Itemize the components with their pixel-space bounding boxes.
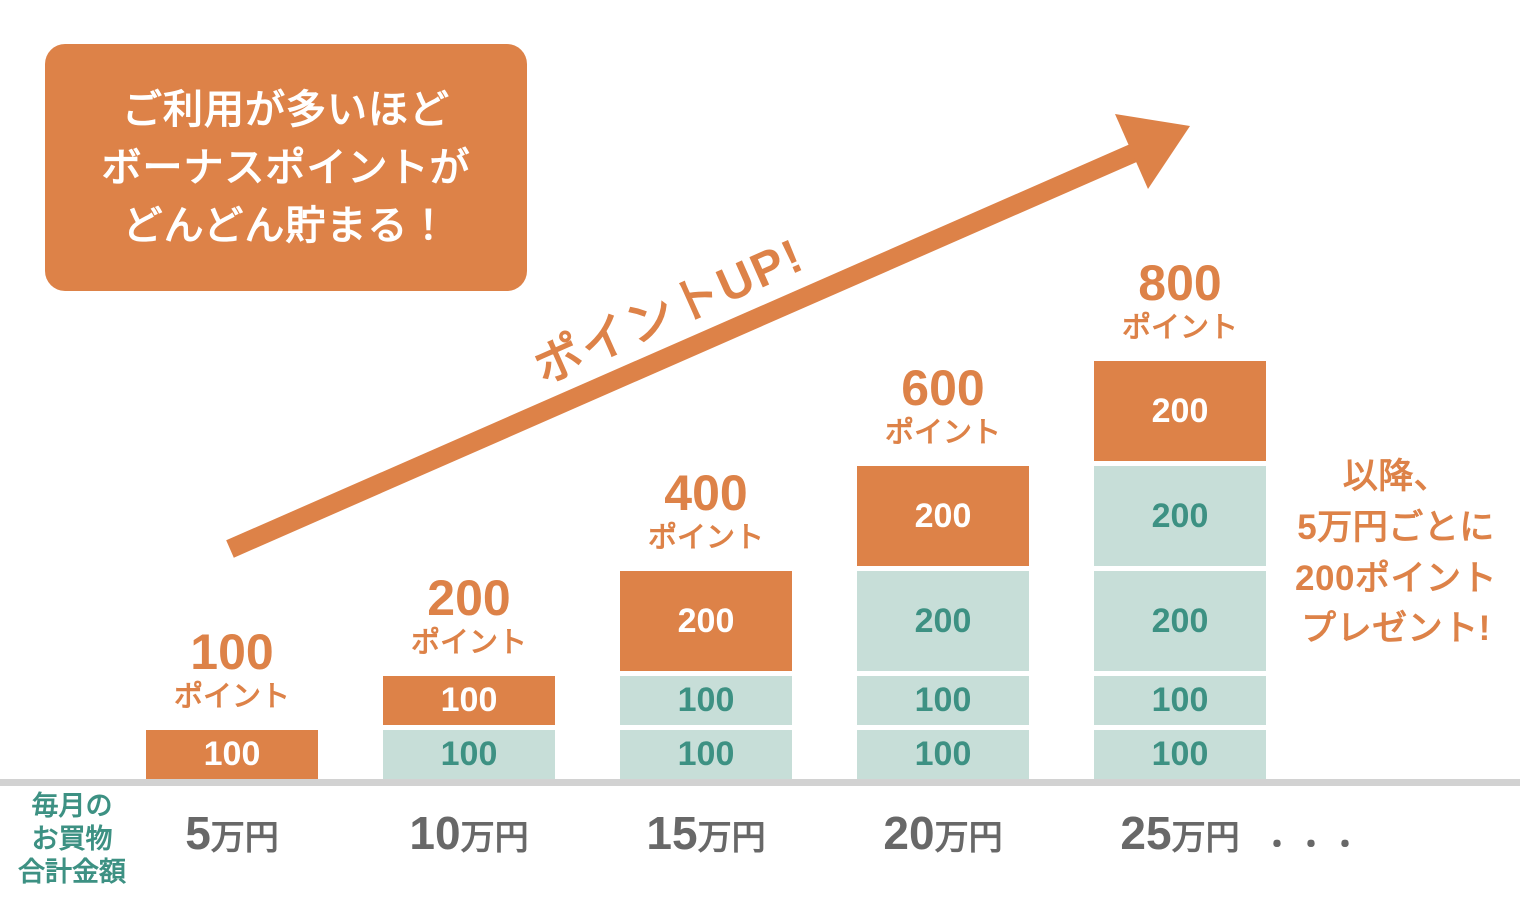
bar-segment-100: 100 <box>1094 676 1266 725</box>
x-axis-amount: 20 <box>883 807 935 859</box>
bar-total-label: 100 ポイント <box>122 626 342 712</box>
bar-total-value: 600 <box>901 360 985 417</box>
bar-total-unit: ポイント <box>884 416 1001 449</box>
bar-segment-100: 100 <box>383 730 555 779</box>
bar-segment-100: 100 <box>857 676 1029 725</box>
bar-total-unit: ポイント <box>647 521 764 554</box>
x-axis-unit: 万円 <box>210 819 279 857</box>
bar-segment-200: 200 <box>620 571 792 671</box>
bar-total-label: 800 ポイント <box>1070 257 1290 343</box>
bar-segment-100: 100 <box>383 676 555 725</box>
bar-segment-100: 100 <box>620 730 792 779</box>
stacked-bar-20万円: 200 200 100 100 <box>857 466 1029 779</box>
x-axis-label-5万円: 5万円 <box>142 806 322 860</box>
x-axis-title-line-1: 毎月の <box>31 791 113 821</box>
bar-segment-100: 100 <box>857 730 1029 779</box>
bar-segment-100: 100 <box>620 676 792 725</box>
bonus-note-line-2: 5万円ごとに <box>1297 507 1495 547</box>
bar-total-value: 400 <box>664 465 748 522</box>
bonus-note: 以降、 5万円ごとに 200ポイント プレゼント! <box>1272 452 1520 655</box>
bar-segment-200: 200 <box>857 571 1029 671</box>
x-axis-ellipsis: ・・・ <box>1262 829 1364 862</box>
bar-segment-100: 100 <box>1094 730 1266 779</box>
x-axis-label-10万円: 10万円 <box>379 806 559 860</box>
bonus-note-line-4: プレゼント! <box>1301 609 1491 649</box>
bar-total-value: 200 <box>427 570 511 627</box>
bar-total-unit: ポイント <box>173 680 290 713</box>
bar-segment-200: 200 <box>857 466 1029 566</box>
x-axis-label-15万円: 15万円 <box>616 806 796 860</box>
bar-total-unit: ポイント <box>410 626 527 659</box>
stacked-bar-15万円: 200 100 100 <box>620 571 792 779</box>
bar-segment-200: 200 <box>1094 571 1266 671</box>
bar-total-label: 200 ポイント <box>359 572 579 658</box>
x-axis-title: 毎月の お買物 合計金額 <box>6 790 138 889</box>
bar-total-label: 400 ポイント <box>596 467 816 553</box>
x-axis-label-20万円: 20万円 <box>853 806 1033 860</box>
stacked-bar-25万円: 200 200 200 100 100 <box>1094 361 1266 779</box>
stacked-bar-10万円: 100 100 <box>383 676 555 779</box>
x-axis-amount: 5 <box>185 807 211 859</box>
x-axis-amount: 25 <box>1120 807 1172 859</box>
bonus-note-line-3: 200ポイント <box>1295 558 1497 598</box>
bar-segment-100: 100 <box>146 730 318 779</box>
x-axis-unit: 万円 <box>460 819 529 857</box>
bar-segment-200: 200 <box>1094 361 1266 461</box>
promo-callout-line-2: ボーナスポイントが <box>101 145 471 190</box>
bonus-note-line-1: 以降、 <box>1342 457 1450 496</box>
x-axis-unit: 万円 <box>1171 819 1240 857</box>
promo-callout-line-3: どんどん貯まる！ <box>122 203 450 248</box>
bar-total-unit: ポイント <box>1121 311 1238 344</box>
x-axis-unit: 万円 <box>934 819 1003 857</box>
x-axis-amount: 15 <box>646 807 698 859</box>
promo-callout-line-1: ご利用が多いほど <box>122 87 450 132</box>
x-axis-title-line-2: お買物 <box>31 823 113 854</box>
bar-total-value: 100 <box>190 624 274 681</box>
promo-callout: ご利用が多いほど ボーナスポイントが どんどん貯まる！ <box>45 44 527 291</box>
x-axis-title-line-3: 合計金額 <box>18 856 126 887</box>
bar-total-label: 600 ポイント <box>833 362 1053 448</box>
x-axis-label-25万円: 25万円 <box>1090 806 1270 860</box>
x-axis-line <box>0 779 1520 786</box>
x-axis-unit: 万円 <box>697 819 766 857</box>
bar-total-value: 800 <box>1138 255 1222 312</box>
bar-segment-200: 200 <box>1094 466 1266 566</box>
x-axis-amount: 10 <box>409 807 461 859</box>
stacked-bar-5万円: 100 <box>146 730 318 779</box>
